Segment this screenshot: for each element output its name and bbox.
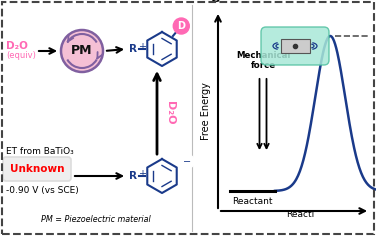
Text: Mechanical: Mechanical xyxy=(236,51,290,60)
Text: (equiv): (equiv) xyxy=(6,51,36,59)
Text: PM = Piezoelectric material: PM = Piezoelectric material xyxy=(41,215,151,224)
Text: D₂O: D₂O xyxy=(6,41,28,51)
FancyBboxPatch shape xyxy=(280,39,309,53)
Circle shape xyxy=(61,30,103,72)
Circle shape xyxy=(173,18,189,34)
Text: R: R xyxy=(129,44,137,54)
FancyBboxPatch shape xyxy=(261,27,329,65)
Text: Reactant: Reactant xyxy=(232,198,273,206)
Text: ET from BaTiO₃: ET from BaTiO₃ xyxy=(6,147,74,156)
Text: R: R xyxy=(129,171,137,181)
Text: Reacti: Reacti xyxy=(286,210,314,219)
Text: force: force xyxy=(250,60,276,69)
Text: −: − xyxy=(183,156,191,167)
Text: +: + xyxy=(138,169,146,179)
Text: PM: PM xyxy=(71,43,93,56)
Text: D₂O: D₂O xyxy=(165,101,175,124)
Text: Free Energy: Free Energy xyxy=(201,82,211,140)
FancyBboxPatch shape xyxy=(3,157,71,181)
Text: Unknown: Unknown xyxy=(10,164,64,174)
Text: D: D xyxy=(177,21,185,31)
Text: -0.90 V (vs SCE): -0.90 V (vs SCE) xyxy=(6,186,79,195)
Circle shape xyxy=(180,155,194,169)
Text: +: + xyxy=(138,42,146,52)
Text: G: G xyxy=(211,0,220,4)
